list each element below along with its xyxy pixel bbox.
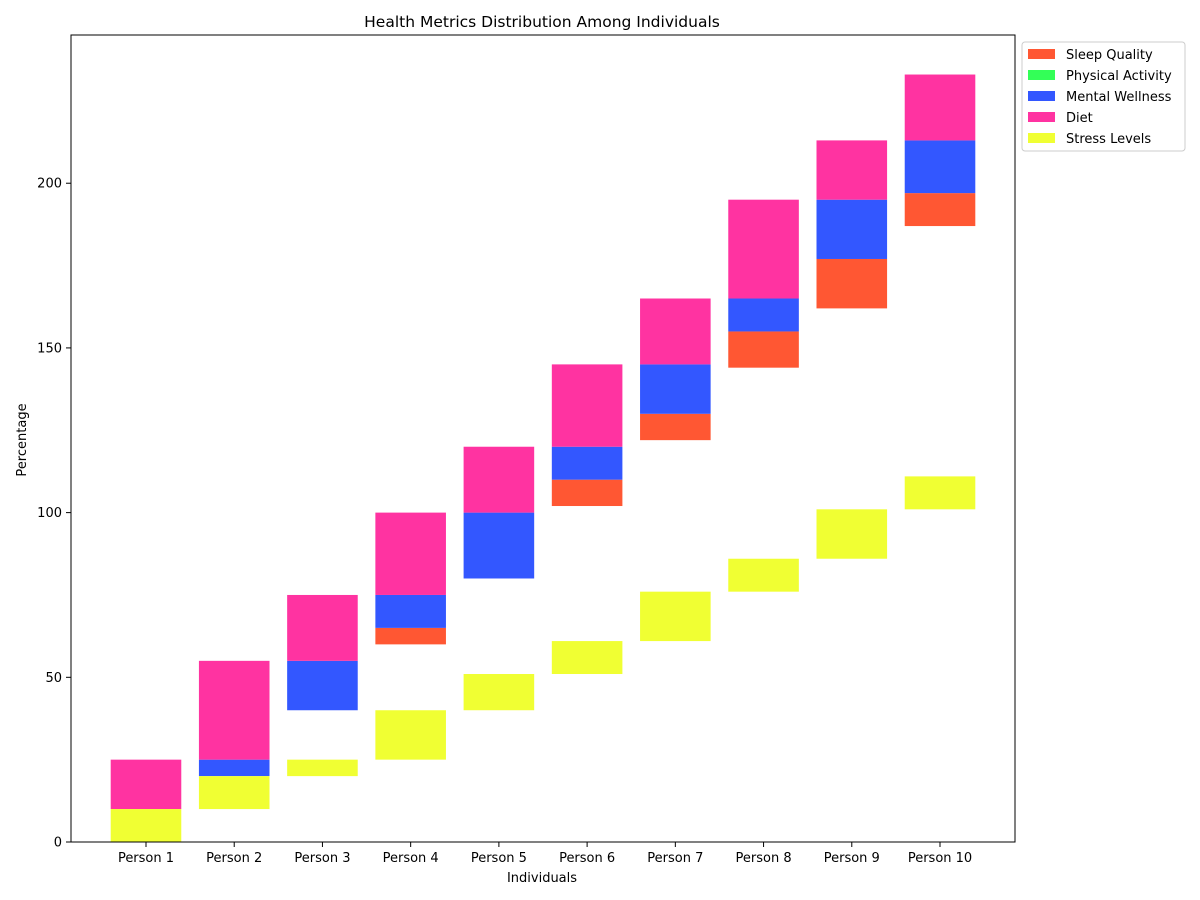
bar-segment-sleep-quality-8 [728,331,799,368]
bar-segment-sleep-quality-10 [904,193,976,227]
y-tick-label: 50 [45,671,62,686]
x-tick-label: Person 1 [118,851,174,866]
x-tick-label: Person 8 [736,851,792,866]
bar-segment-stress-levels-7 [640,591,711,642]
bar-segment-sleep-quality-7 [640,413,711,441]
x-tick-label: Person 6 [559,851,615,866]
bar-segment-stress-levels-2 [198,776,270,810]
legend-label-physical-activity: Physical Activity [1066,69,1172,84]
bar-segment-stress-levels-10 [904,476,976,510]
plot-frame [70,34,1016,843]
bar-segment-diet-9 [816,140,888,200]
bar-segment-mental-wellness-9 [816,199,888,259]
y-tick-label: 100 [37,506,62,521]
bar-segment-mental-wellness-8 [728,298,799,332]
x-tick-label: Person 3 [294,851,350,866]
bar-segment-diet-3 [287,594,358,661]
y-tick-label: 0 [54,836,62,851]
x-tick-label: Person 5 [471,851,527,866]
bar-segment-diet-2 [198,660,270,760]
legend-label-mental-wellness: Mental Wellness [1066,90,1172,105]
legend: Sleep Quality Physical Activity Mental Wel… [1021,41,1186,152]
legend-label-diet: Diet [1066,111,1093,126]
bar-segment-diet-5 [463,446,535,513]
bar-segment-stress-levels-9 [816,509,888,559]
bar-segment-mental-wellness-6 [551,446,623,480]
bar-segment-stress-levels-1 [110,809,182,842]
legend-swatch-sleep-quality [1028,49,1055,59]
bar-segment-mental-wellness-7 [640,364,711,414]
legend-swatch-diet [1028,112,1055,122]
x-axis-title: Individuals [507,871,577,886]
y-tick-label: 150 [37,341,62,356]
legend-frame [1021,41,1186,152]
bar-segment-sleep-quality-6 [551,479,623,507]
bars-layer [110,74,976,842]
bar-segment-stress-levels-4 [375,710,446,760]
bar-segment-diet-8 [728,199,799,299]
x-tick-label: Person 2 [206,851,262,866]
bar-segment-mental-wellness-2 [198,759,270,777]
legend-swatch-mental-wellness [1028,91,1055,101]
bar-segment-sleep-quality-9 [816,258,888,309]
legend-swatch-stress-levels [1028,133,1055,143]
x-tick-label: Person 9 [824,851,880,866]
legend-label-stress-levels: Stress Levels [1066,132,1151,147]
bar-segment-stress-levels-5 [463,674,535,711]
y-axis-title: Percentage [15,403,30,476]
bar-segment-mental-wellness-10 [904,140,976,194]
x-tick-label: Person 10 [908,851,972,866]
legend-swatch-physical-activity [1028,70,1055,80]
bar-segment-diet-4 [375,512,446,595]
bar-segment-stress-levels-3 [287,759,358,777]
chart-title: Health Metrics Distribution Among Indivi… [364,13,720,31]
y-tick-label: 200 [37,177,62,192]
bar-segment-stress-levels-8 [728,558,799,592]
bar-segment-diet-6 [551,364,623,447]
bar-segment-mental-wellness-3 [287,660,358,711]
bar-segment-diet-1 [110,759,182,810]
bar-segment-mental-wellness-5 [463,512,535,579]
bar-segment-sleep-quality-4 [375,627,446,645]
bar-segment-mental-wellness-4 [375,594,446,628]
legend-label-sleep-quality: Sleep Quality [1066,48,1153,63]
bar-segment-diet-10 [904,74,976,141]
x-tick-label: Person 7 [647,851,703,866]
bar-segment-diet-7 [640,298,711,365]
axes-layer: 0 50 100 150 200 Person 1 Person 2 Person 3 Pers… [37,34,1016,866]
bar-segment-stress-levels-6 [551,641,623,675]
x-tick-label: Person 4 [383,851,439,866]
